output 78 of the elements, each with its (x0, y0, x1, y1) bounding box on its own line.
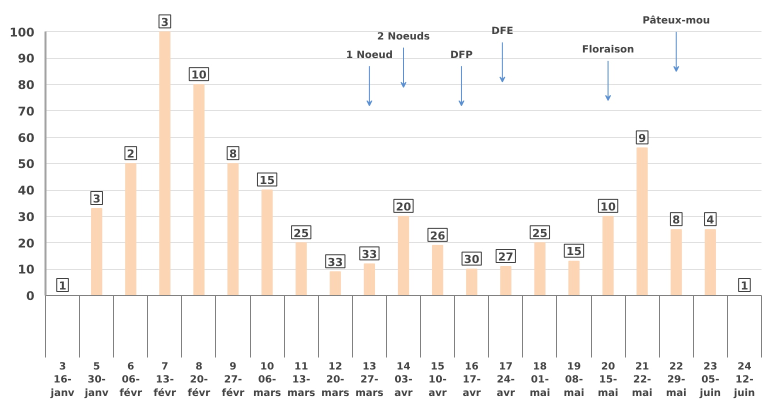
annotation: 30 (464, 253, 480, 266)
y-tick-label: 20 (18, 236, 35, 250)
x-tick-label: 13 27-mars (355, 362, 384, 399)
bar (262, 190, 273, 296)
x-tick-label: 7 13-févr (154, 362, 176, 399)
bar (602, 216, 614, 296)
annotation: 3 (92, 192, 100, 206)
annotation: 4 (706, 214, 715, 227)
x-tick-label: 22 29-mai (666, 362, 687, 399)
x-tick-label: 24 12-juin (732, 362, 755, 399)
annotation: 9 (638, 132, 646, 145)
annotation: 1 Noeud (346, 50, 393, 61)
x-tick-label: 10 06-mars (253, 362, 282, 399)
bar (466, 268, 478, 296)
annotation: 25 (532, 226, 548, 240)
x-tick-label: 23 05-juin (698, 362, 721, 399)
annotation: 10 (600, 200, 616, 214)
x-tick-label: 14 03-avr (394, 362, 413, 399)
y-tick-label: 100 (9, 25, 35, 40)
bar (125, 163, 136, 296)
bar (704, 229, 716, 296)
bar (398, 216, 410, 296)
annotation: Floraison (582, 44, 634, 56)
x-tick-label: 11 13-mars (287, 362, 316, 399)
x-tick-label: 9 27-févr (222, 362, 244, 399)
annotation: DFE (491, 26, 514, 38)
y-tick-label: 50 (18, 157, 35, 172)
x-tick-label: 12 20-mars (321, 362, 350, 399)
x-tick-label: 17 24-avr (496, 362, 515, 399)
annotation: DFP (450, 50, 473, 61)
x-tick-label: 6 06-févr (119, 362, 142, 399)
annotation: 10 (191, 68, 207, 82)
bar (364, 263, 376, 296)
bar (296, 242, 307, 296)
x-tick-label: 3 16-janv (50, 362, 75, 399)
y-tick-label: 30 (18, 210, 35, 224)
annotation: 33 (328, 256, 343, 269)
x-tick-label: 21 22-mai (632, 362, 652, 399)
bar (330, 271, 341, 296)
annotation: 8 (229, 148, 237, 161)
y-tick-label: 10 (18, 262, 35, 277)
y-tick-label: 0 (26, 289, 35, 303)
annotation: 2 (126, 148, 135, 161)
annotation: 1 (58, 280, 66, 292)
annotation: 8 (672, 214, 680, 227)
x-tick-label: 5 30-janv (84, 362, 110, 399)
bar (500, 266, 512, 296)
bar (568, 260, 580, 296)
bar (534, 242, 546, 296)
x-tick-label: 19 08-mai (564, 362, 584, 399)
y-tick-label: 70 (18, 104, 35, 118)
annotation: 2 Noeuds (377, 31, 430, 42)
annotation: 15 (259, 174, 275, 188)
bar (432, 244, 444, 296)
bar (670, 229, 682, 296)
y-tick-label: 80 (18, 78, 35, 92)
annotation: 15 (566, 245, 582, 258)
x-tick-label: 16 17-avr (462, 362, 481, 399)
y-tick-label: 60 (18, 130, 35, 145)
annotation: 25 (294, 226, 309, 240)
bar (159, 31, 170, 296)
annotation: 3 (161, 16, 169, 29)
annotation: 20 (396, 200, 412, 214)
bar (193, 84, 205, 296)
bar (227, 163, 239, 296)
y-tick-label: 40 (18, 184, 35, 198)
annotation: 26 (430, 229, 446, 242)
bar (636, 147, 648, 296)
annotation: 1 (740, 280, 748, 292)
annotation: 33 (362, 248, 378, 261)
bar (91, 208, 102, 296)
x-tick-label: 8 20-févr (188, 362, 210, 399)
x-tick-label: 15 10-avr (428, 362, 447, 399)
text: Pâteux-mou (642, 16, 710, 27)
annotation: 27 (498, 250, 514, 264)
y-tick-label: 90 (18, 52, 35, 66)
x-tick-label: 18 01-mai (530, 362, 550, 399)
x-tick-label: 20 15-mai (598, 362, 618, 399)
